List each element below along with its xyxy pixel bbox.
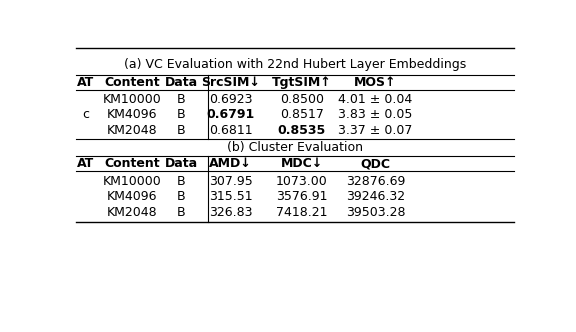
- Text: 0.6811: 0.6811: [209, 124, 252, 137]
- Text: KM4096: KM4096: [107, 190, 157, 203]
- Text: Data: Data: [165, 157, 198, 170]
- Text: B: B: [177, 190, 185, 203]
- Text: KM4096: KM4096: [107, 109, 157, 122]
- Text: B: B: [177, 109, 185, 122]
- Text: Content: Content: [104, 157, 160, 170]
- Text: B: B: [177, 93, 185, 106]
- Text: Data: Data: [165, 76, 198, 89]
- Text: 0.8535: 0.8535: [278, 124, 326, 137]
- Text: 3576.91: 3576.91: [276, 190, 328, 203]
- Text: 39503.28: 39503.28: [346, 206, 406, 219]
- Text: (b) Cluster Evaluation: (b) Cluster Evaluation: [227, 141, 363, 154]
- Text: (a) VC Evaluation with 22nd Hubert Layer Embeddings: (a) VC Evaluation with 22nd Hubert Layer…: [124, 58, 467, 71]
- Text: 0.6923: 0.6923: [209, 93, 252, 106]
- Text: SrcSIM↓: SrcSIM↓: [201, 76, 260, 89]
- Text: TgtSIM↑: TgtSIM↑: [272, 76, 332, 89]
- Text: KM2048: KM2048: [107, 124, 158, 137]
- Text: KM10000: KM10000: [103, 175, 162, 188]
- Text: c: c: [82, 109, 89, 122]
- Text: 307.95: 307.95: [209, 175, 252, 188]
- Text: 7418.21: 7418.21: [276, 206, 328, 219]
- Text: 3.83 ± 0.05: 3.83 ± 0.05: [338, 109, 413, 122]
- Text: 0.8517: 0.8517: [280, 109, 324, 122]
- Text: 1073.00: 1073.00: [276, 175, 328, 188]
- Text: B: B: [177, 206, 185, 219]
- Text: 32876.69: 32876.69: [346, 175, 406, 188]
- Text: B: B: [177, 124, 185, 137]
- Text: MDC↓: MDC↓: [281, 157, 323, 170]
- Text: 315.51: 315.51: [209, 190, 252, 203]
- Text: Content: Content: [104, 76, 160, 89]
- Text: B: B: [177, 175, 185, 188]
- Text: MOS↑: MOS↑: [354, 76, 397, 89]
- Text: 0.6791: 0.6791: [206, 109, 255, 122]
- Text: AT: AT: [77, 157, 94, 170]
- Text: QDC: QDC: [361, 157, 391, 170]
- Text: AMD↓: AMD↓: [209, 157, 252, 170]
- Text: KM2048: KM2048: [107, 206, 158, 219]
- Text: AT: AT: [77, 76, 94, 89]
- Text: 39246.32: 39246.32: [346, 190, 405, 203]
- Text: 0.8500: 0.8500: [280, 93, 324, 106]
- Text: 326.83: 326.83: [209, 206, 252, 219]
- Text: KM10000: KM10000: [103, 93, 162, 106]
- Text: 3.37 ± 0.07: 3.37 ± 0.07: [338, 124, 413, 137]
- Text: 4.01 ± 0.04: 4.01 ± 0.04: [339, 93, 412, 106]
